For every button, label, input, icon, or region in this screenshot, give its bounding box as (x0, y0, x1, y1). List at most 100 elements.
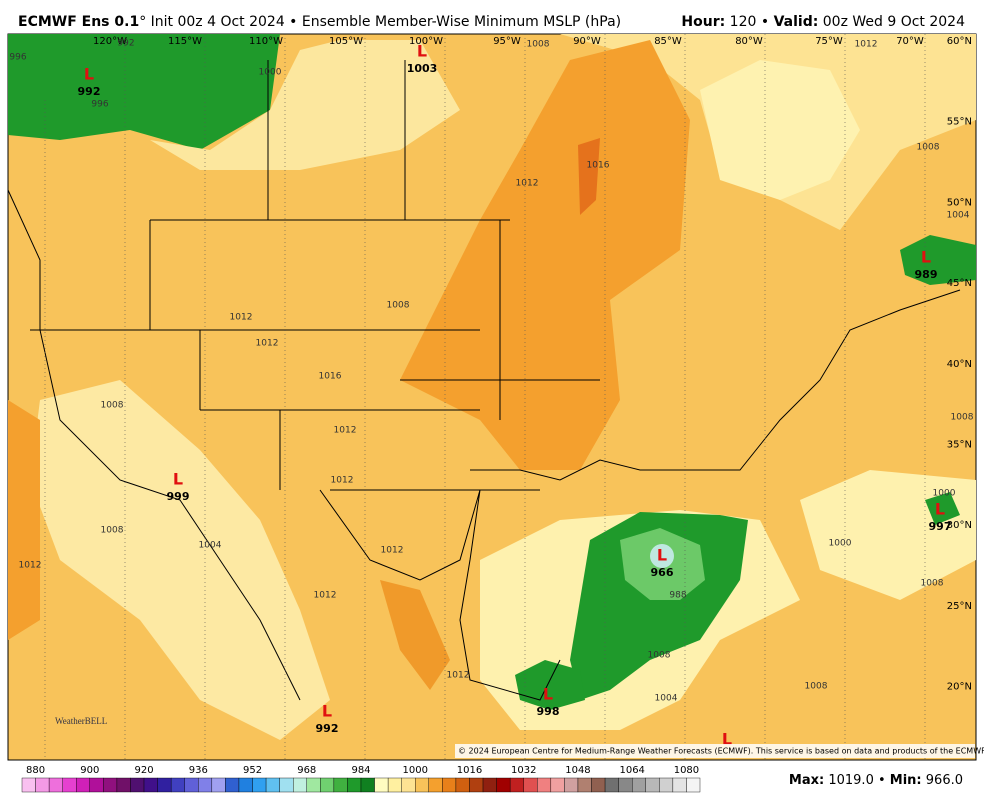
colorbar-swatch (170, 777, 185, 793)
contour-label: 1012 (314, 591, 337, 601)
longitude-label: 100°W (409, 36, 443, 47)
colorbar-swatch (401, 777, 416, 793)
header-valid: Hour: 120 • Valid: 00z Wed 9 Oct 2024 (681, 14, 965, 30)
low-marker: L (722, 730, 732, 749)
region (30, 380, 330, 740)
region (570, 512, 748, 700)
colorbar-tick-label: 1048 (565, 765, 590, 776)
colorbar-tick-label: 1080 (674, 765, 699, 776)
colorbar-swatch (306, 777, 321, 793)
contour-label: 1000 (829, 539, 852, 549)
coastline (7, 189, 301, 701)
latitude-label: 55°N (947, 117, 972, 128)
colorbar-swatch (157, 777, 172, 793)
colorbar-tick-label: 1016 (457, 765, 482, 776)
longitude-label: 80°W (735, 36, 763, 47)
contour-label: 1012 (334, 426, 357, 436)
colorbar-tick-label: 968 (297, 765, 316, 776)
low-value: 992 (316, 722, 339, 735)
latitude-label: 60°N (947, 36, 972, 47)
colorbar-swatch (35, 777, 50, 793)
colorbar-swatch (632, 777, 646, 793)
latitude-label: 45°N (947, 278, 972, 289)
region (8, 34, 280, 150)
copyright: © 2024 European Centre for Medium-Range … (458, 747, 984, 756)
low-value: 989 (915, 268, 938, 281)
contour-label: 992 (117, 39, 134, 49)
contour-label: 1008 (648, 651, 671, 661)
low-value: 1003 (407, 62, 438, 75)
low-marker: L (417, 42, 427, 61)
colorbar-tick-label: 984 (351, 765, 370, 776)
contour-label: 1012 (447, 671, 470, 681)
latitude-label: 25°N (947, 601, 972, 612)
colorbar-swatch (347, 777, 362, 793)
colorbar-swatch (591, 777, 606, 793)
colorbar-swatch (550, 777, 565, 793)
colorbar-tick-label: 1032 (511, 765, 536, 776)
region (150, 40, 460, 170)
colorbar-tick-label: 920 (134, 765, 153, 776)
colorbar-swatch (442, 777, 457, 793)
colorbar-swatch (198, 777, 213, 793)
longitude-label: 75°W (815, 36, 843, 47)
logo: WeatherBELL (55, 716, 107, 726)
copyright-bg (455, 744, 975, 758)
colorbar-tick-label: 900 (80, 765, 99, 776)
longitude-label: 90°W (573, 36, 601, 47)
colorbar-swatch (415, 777, 429, 793)
region (8, 400, 40, 640)
longitude-label: 70°W (896, 36, 924, 47)
colorbar-swatch (374, 777, 389, 793)
low-marker: L (657, 546, 667, 565)
region (900, 235, 976, 285)
colorbar-swatch (564, 777, 579, 793)
valid-label: Valid: (774, 14, 819, 30)
colorbar-swatch (428, 777, 443, 793)
colorbar-swatch (523, 777, 538, 793)
max-label: Max: (789, 773, 824, 788)
min-value: 966.0 (922, 773, 963, 788)
borders (30, 60, 600, 491)
latitude-label: 40°N (947, 359, 972, 370)
colorbar-swatch (238, 777, 253, 793)
contour-label: 1000 (259, 68, 282, 78)
title-rest: ° Init 00z 4 Oct 2024 • Ensemble Member-… (139, 14, 621, 30)
low-value: 966 (651, 566, 674, 579)
colorbar-swatch (387, 777, 402, 793)
contour-label: 1008 (101, 401, 124, 411)
colorbar-swatch (21, 777, 36, 793)
low-marker: L (173, 470, 183, 489)
longitude-label: 105°W (329, 36, 363, 47)
colorbar-swatch (184, 777, 199, 793)
footer: Max: 1019.0 • Min: 966.0 (789, 773, 963, 788)
contour-label: 1008 (921, 579, 944, 589)
contour-label: 1012 (855, 40, 878, 50)
contour-label: 1008 (917, 143, 940, 153)
colorbar-swatch (211, 777, 226, 793)
latitude-label: 30°N (947, 520, 972, 531)
contour-label: 1012 (516, 179, 539, 189)
colorbar-swatch (252, 777, 267, 793)
latitude-label: 50°N (947, 197, 972, 208)
colorbar-swatch (360, 777, 375, 793)
contour-label: 988 (669, 591, 686, 601)
colorbar-swatch (279, 777, 294, 793)
colorbar-swatch (659, 777, 674, 793)
low-marker: L (935, 500, 945, 519)
contour-label: 1008 (101, 526, 124, 536)
colorbar-swatch (496, 777, 511, 793)
contour-label: 1008 (805, 682, 828, 692)
colorbar-swatch (76, 777, 90, 793)
colorbar-swatch (482, 777, 497, 793)
contour-label: 1012 (331, 476, 354, 486)
contour-label: 996 (9, 53, 26, 63)
colorbar-swatch (62, 777, 77, 793)
region (380, 580, 450, 690)
colorbar-swatch (455, 777, 470, 793)
colorbar-tick-label: 1064 (619, 765, 644, 776)
colorbar-swatch (537, 777, 552, 793)
colorbar-swatch (116, 777, 131, 793)
colorbar-swatch (143, 777, 158, 793)
colorbar-swatch (672, 777, 687, 793)
